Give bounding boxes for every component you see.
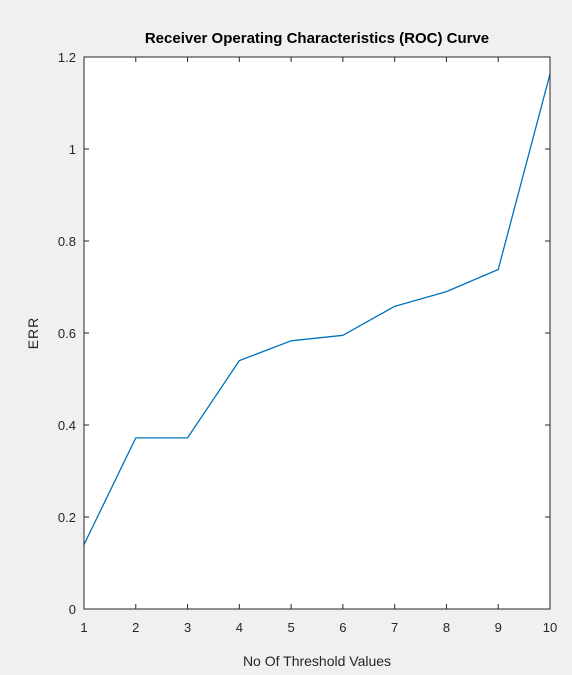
x-axis-label: No Of Threshold Values [243,653,391,669]
y-tick-label: 0.8 [58,234,76,249]
x-tick-label: 8 [443,620,450,635]
plot-frame [83,56,551,610]
x-tick-label: 3 [184,620,191,635]
x-tick-label: 1 [80,620,87,635]
plot-area [84,57,550,609]
x-tick-label: 9 [495,620,502,635]
y-tick-label: 1 [69,142,76,157]
x-tick-label: 7 [391,620,398,635]
y-tick-label: 0.2 [58,510,76,525]
series-lines [83,73,551,545]
y-tick-label: 0.6 [58,326,76,341]
x-tick-label: 2 [132,620,139,635]
x-tick-label: 4 [236,620,243,635]
axis-tick-labels: 1 2 3 4 5 6 7 8 9 10 0 0.2 0.4 0.6 0.8 1 1.2 [58,50,557,635]
y-tick-label: 1.2 [58,50,76,65]
x-tick-label: 6 [339,620,346,635]
series-line [83,73,551,545]
x-tick-label: 10 [543,620,557,635]
chart-title: Receiver Operating Characteristics (ROC)… [145,30,489,47]
axis-ticks [83,56,551,610]
y-tick-label: 0.4 [58,418,76,433]
y-axis-label: ERR [25,317,41,350]
x-tick-label: 5 [287,620,294,635]
y-tick-label: 0 [69,602,76,617]
